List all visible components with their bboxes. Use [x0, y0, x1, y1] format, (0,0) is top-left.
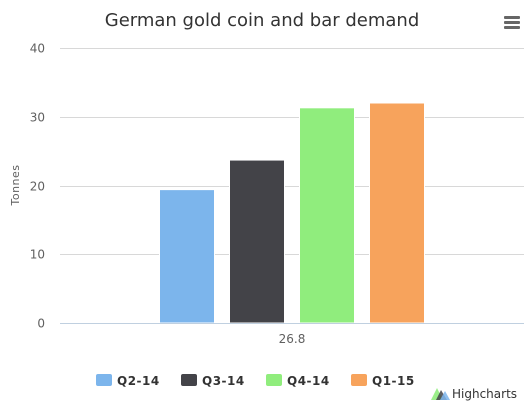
- y-tick-label: 0: [37, 317, 45, 331]
- y-tick-label: 40: [30, 42, 45, 56]
- legend-label: Q4-14: [287, 374, 330, 388]
- gridlines: [60, 48, 524, 324]
- bar-q2-14[interactable]: [159, 189, 215, 324]
- legend-label: Q2-14: [117, 374, 160, 388]
- highcharts-logo-icon: [431, 388, 450, 400]
- bar-q4-14[interactable]: [299, 107, 355, 324]
- menu-line: [504, 16, 520, 19]
- legend: Q2-14 Q3-14 Q4-14 Q1-15: [96, 374, 415, 388]
- chart-menu-button[interactable]: [500, 12, 524, 34]
- credit-text: Highcharts: [452, 387, 517, 401]
- legend-swatch: [351, 374, 367, 386]
- y-tick-label: 10: [30, 248, 45, 262]
- y-axis-ticks: 0 10 20 30 40: [30, 42, 45, 331]
- legend-item-q2-14[interactable]: Q2-14: [96, 374, 160, 388]
- legend-swatch: [96, 374, 112, 386]
- y-tick-label: 30: [30, 111, 45, 125]
- x-tick-label: 26.8: [279, 332, 306, 346]
- legend-swatch: [181, 374, 197, 386]
- bar-q1-15[interactable]: [369, 102, 425, 324]
- chart-title: German gold coin and bar demand: [105, 10, 420, 31]
- menu-line: [504, 26, 520, 29]
- bars: [159, 102, 425, 324]
- highcharts-credit[interactable]: Highcharts: [431, 387, 517, 401]
- logo-shape-blue: [440, 391, 450, 400]
- y-tick-label: 20: [30, 180, 45, 194]
- legend-item-q1-15[interactable]: Q1-15: [351, 374, 415, 388]
- legend-item-q3-14[interactable]: Q3-14: [181, 374, 245, 388]
- legend-swatch: [266, 374, 282, 386]
- x-axis-ticks: 26.8: [279, 332, 306, 346]
- legend-label: Q3-14: [202, 374, 245, 388]
- hamburger-menu-icon: [504, 16, 520, 29]
- legend-label: Q1-15: [372, 374, 415, 388]
- menu-line: [504, 21, 520, 24]
- y-axis-title: Tonnes: [9, 164, 22, 206]
- bar-q3-14[interactable]: [229, 159, 285, 324]
- legend-item-q4-14[interactable]: Q4-14: [266, 374, 330, 388]
